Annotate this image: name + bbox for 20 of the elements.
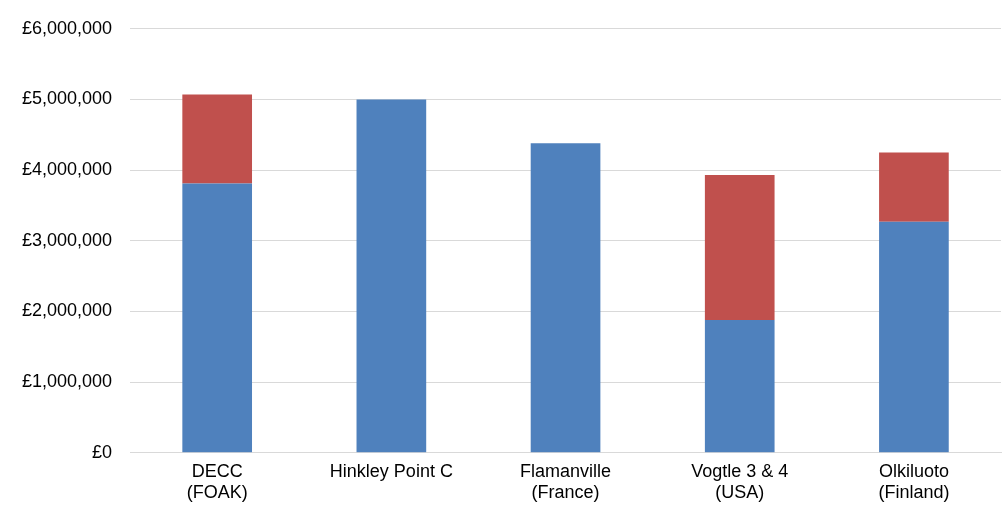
x-tick-label: DECC (FOAK) xyxy=(186,460,248,503)
y-tick-label: £3,000,000 xyxy=(21,229,113,250)
bar xyxy=(704,319,775,453)
x-tick-label: Olkiluoto (Finland) xyxy=(878,460,950,503)
bar xyxy=(704,175,775,320)
x-tick-label: Hinkley Point C xyxy=(329,460,453,481)
y-tick-label: £5,000,000 xyxy=(21,88,113,109)
y-tick-label: £1,000,000 xyxy=(21,371,113,392)
y-tick-label: £0 xyxy=(92,441,113,462)
bar xyxy=(182,183,253,453)
bar xyxy=(182,94,253,184)
bar xyxy=(879,152,949,222)
y-tick-label: £4,000,000 xyxy=(21,159,113,180)
bar xyxy=(530,143,601,453)
x-tick-label: Flamanville (France) xyxy=(520,460,612,503)
bar xyxy=(356,99,427,453)
y-tick-label: £2,000,000 xyxy=(21,300,113,321)
y-tick-label: £6,000,000 xyxy=(21,17,113,38)
bar xyxy=(879,221,949,453)
x-tick-label: Vogtle 3 & 4 (USA) xyxy=(691,460,789,503)
